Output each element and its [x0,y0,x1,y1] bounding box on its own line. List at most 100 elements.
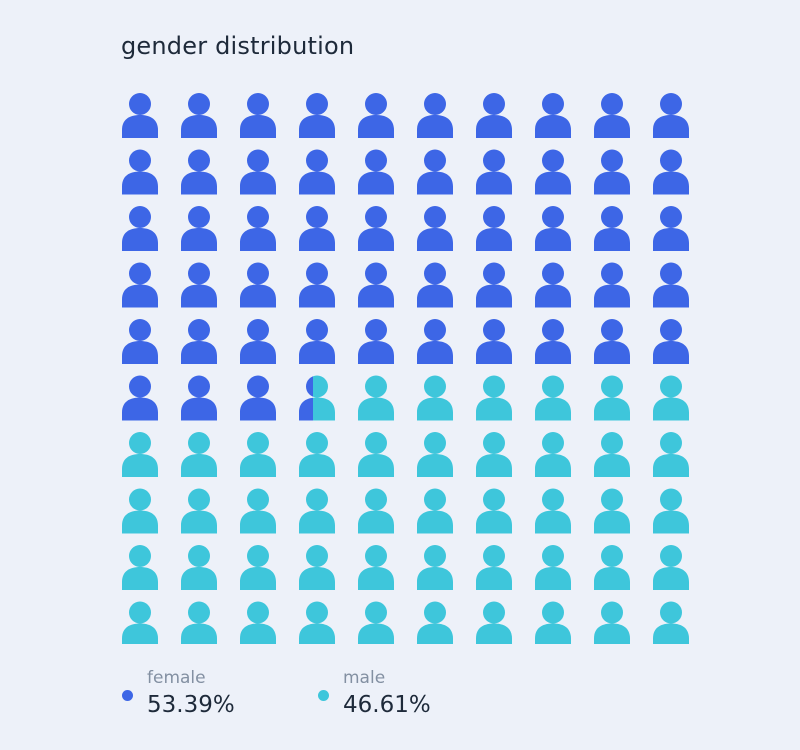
person-icon [653,262,689,308]
person-icon [653,432,689,477]
person-icon [358,93,394,138]
person-icon [299,545,335,590]
person-icon [358,262,394,308]
person-icon [594,93,630,138]
person-icon [476,206,512,251]
chart-title: gender distribution [121,32,355,60]
person-icon [653,93,689,138]
legend-label-male: male [343,668,386,688]
person-icon [476,488,512,534]
person-icon [594,262,630,308]
person-icon [535,488,571,534]
person-icon [417,93,453,138]
legend-value-male: 46.61% [343,692,431,718]
person-icon [181,93,217,138]
person-icon [417,432,453,477]
person-icon [653,375,689,421]
person-icon [240,262,276,308]
person-icon [240,149,276,195]
person-icon [476,319,512,364]
person-icon [181,601,217,644]
person-icon [358,545,394,590]
person-icon [417,206,453,251]
person-icon [653,149,689,195]
person-icon [535,93,571,138]
person-icon [417,601,453,644]
person-icon [181,488,217,534]
person-icon [181,375,217,421]
person-icon [240,432,276,477]
person-icon [122,93,158,138]
person-icon [240,319,276,364]
person-icon [240,488,276,534]
person-icon [299,375,335,421]
person-icon [122,319,158,364]
person-icon [594,432,630,477]
person-icon [122,149,158,195]
legend-dot-male [318,690,329,701]
person-icon [122,432,158,477]
person-icon [358,149,394,195]
person-icon [181,432,217,477]
person-icon [122,488,158,534]
person-icon [594,545,630,590]
person-icon [240,206,276,251]
person-icon [299,149,335,195]
person-icon [535,432,571,477]
person-icon [122,375,158,421]
person-icon [594,319,630,364]
person-icon [476,375,512,421]
person-icon [417,319,453,364]
legend-label-female: female [147,668,206,688]
legend: female 53.39% male 46.61% [0,668,800,728]
person-icon [358,206,394,251]
person-icon [240,601,276,644]
person-icon [417,262,453,308]
person-icon [653,206,689,251]
person-icon [535,375,571,421]
person-icon [358,488,394,534]
person-icon [594,375,630,421]
person-icon [181,206,217,251]
person-icon [535,206,571,251]
person-icon [417,488,453,534]
person-icon [535,262,571,308]
person-icon [535,545,571,590]
legend-dot-female [122,690,133,701]
person-icon [594,601,630,644]
person-icon [653,601,689,644]
person-icon [535,319,571,364]
person-icon [358,375,394,421]
person-icon [181,149,217,195]
person-icon [122,262,158,308]
person-icon [594,488,630,534]
person-icon [299,262,335,308]
person-icon [535,149,571,195]
person-icon [594,206,630,251]
person-icon [299,432,335,477]
person-icon [240,375,276,421]
person-icon [299,601,335,644]
person-icon [240,545,276,590]
person-icon [122,206,158,251]
person-icon [476,149,512,195]
person-icon [122,545,158,590]
person-icon [417,375,453,421]
person-icon [299,319,335,364]
pictogram-grid [122,93,689,644]
person-icon [358,601,394,644]
person-icon [299,488,335,534]
person-icon [653,488,689,534]
person-icon [653,545,689,590]
person-icon [181,319,217,364]
person-icon [417,545,453,590]
person-icon [535,601,571,644]
person-icon [476,545,512,590]
person-icon [122,601,158,644]
person-icon [417,149,453,195]
person-icon [181,545,217,590]
person-icon [358,432,394,477]
person-icon [358,319,394,364]
person-icon [299,93,335,138]
person-icon [476,262,512,308]
